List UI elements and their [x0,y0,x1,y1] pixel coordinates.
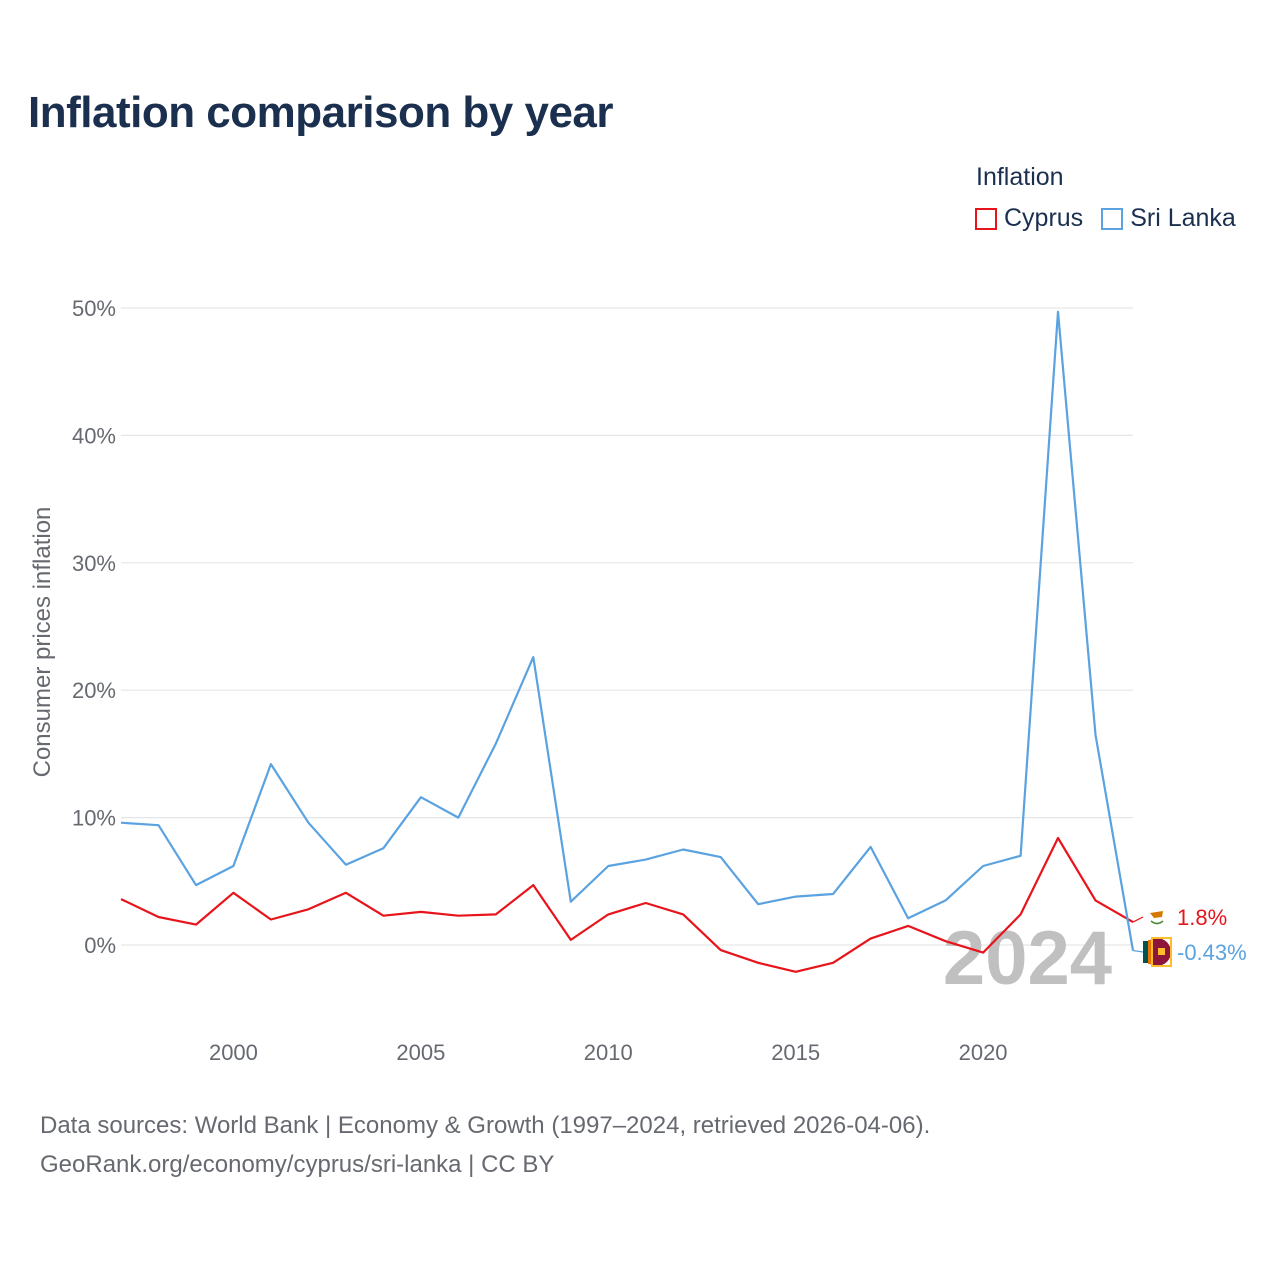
y-axis-label: Consumer prices inflation [29,507,56,778]
y-tick-label: 50% [72,296,116,321]
legend: Cyprus Sri Lanka [975,204,1254,233]
end-leader-line [1132,916,1144,923]
y-tick-labels: 0% 10% 20% 30% 40% 50% [72,296,116,958]
series-line-cyprus[interactable] [120,836,1134,973]
end-value-label: 1.8% [1177,905,1227,930]
y-tick-label: 0% [84,933,116,958]
legend-swatch-cyprus [975,207,997,230]
series-lines [120,310,1135,973]
legend-label-sri-lanka: Sri Lanka [1130,204,1236,232]
y-tick-label: 40% [72,423,116,448]
cyprus-flag-icon [1144,904,1170,930]
x-tick-label: 2005 [396,1040,445,1065]
x-tick-label: 2015 [771,1040,820,1065]
chart-title: Inflation comparison by year [28,88,614,137]
x-tick-label: 2000 [209,1040,258,1065]
current-year-watermark: 2024 [943,916,1112,1001]
end-markers: 1.8% -0.43% [1132,904,1247,967]
legend-swatch-sri-lanka [1101,207,1124,230]
end-leader-line [1132,949,1144,953]
legend-label-cyprus: Cyprus [1004,204,1084,232]
series-line-sri-lanka[interactable] [120,310,1135,951]
y-tick-label: 10% [72,806,116,831]
y-tick-label: 30% [72,551,116,576]
sri-lanka-flag-icon [1143,937,1172,967]
y-tick-label: 20% [72,678,116,703]
legend-item-cyprus[interactable]: Cyprus [975,204,1083,233]
footer: Data sources: World Bank | Economy & Gro… [40,1106,930,1184]
source-link[interactable]: GeoRank.org/economy/cyprus/sri-lanka | C… [40,1151,555,1178]
x-tick-label: 2020 [959,1040,1008,1065]
x-tick-labels: 2000 2005 2010 2015 2020 [209,1040,1008,1065]
grid-lines [121,307,1133,946]
x-tick-label: 2010 [584,1040,633,1065]
end-value-label: -0.43% [1177,940,1247,965]
legend-title: Inflation [976,163,1064,191]
legend-item-sri-lanka[interactable]: Sri Lanka [1101,204,1236,233]
data-source-text: Data sources: World Bank | Economy & Gro… [40,1112,931,1139]
